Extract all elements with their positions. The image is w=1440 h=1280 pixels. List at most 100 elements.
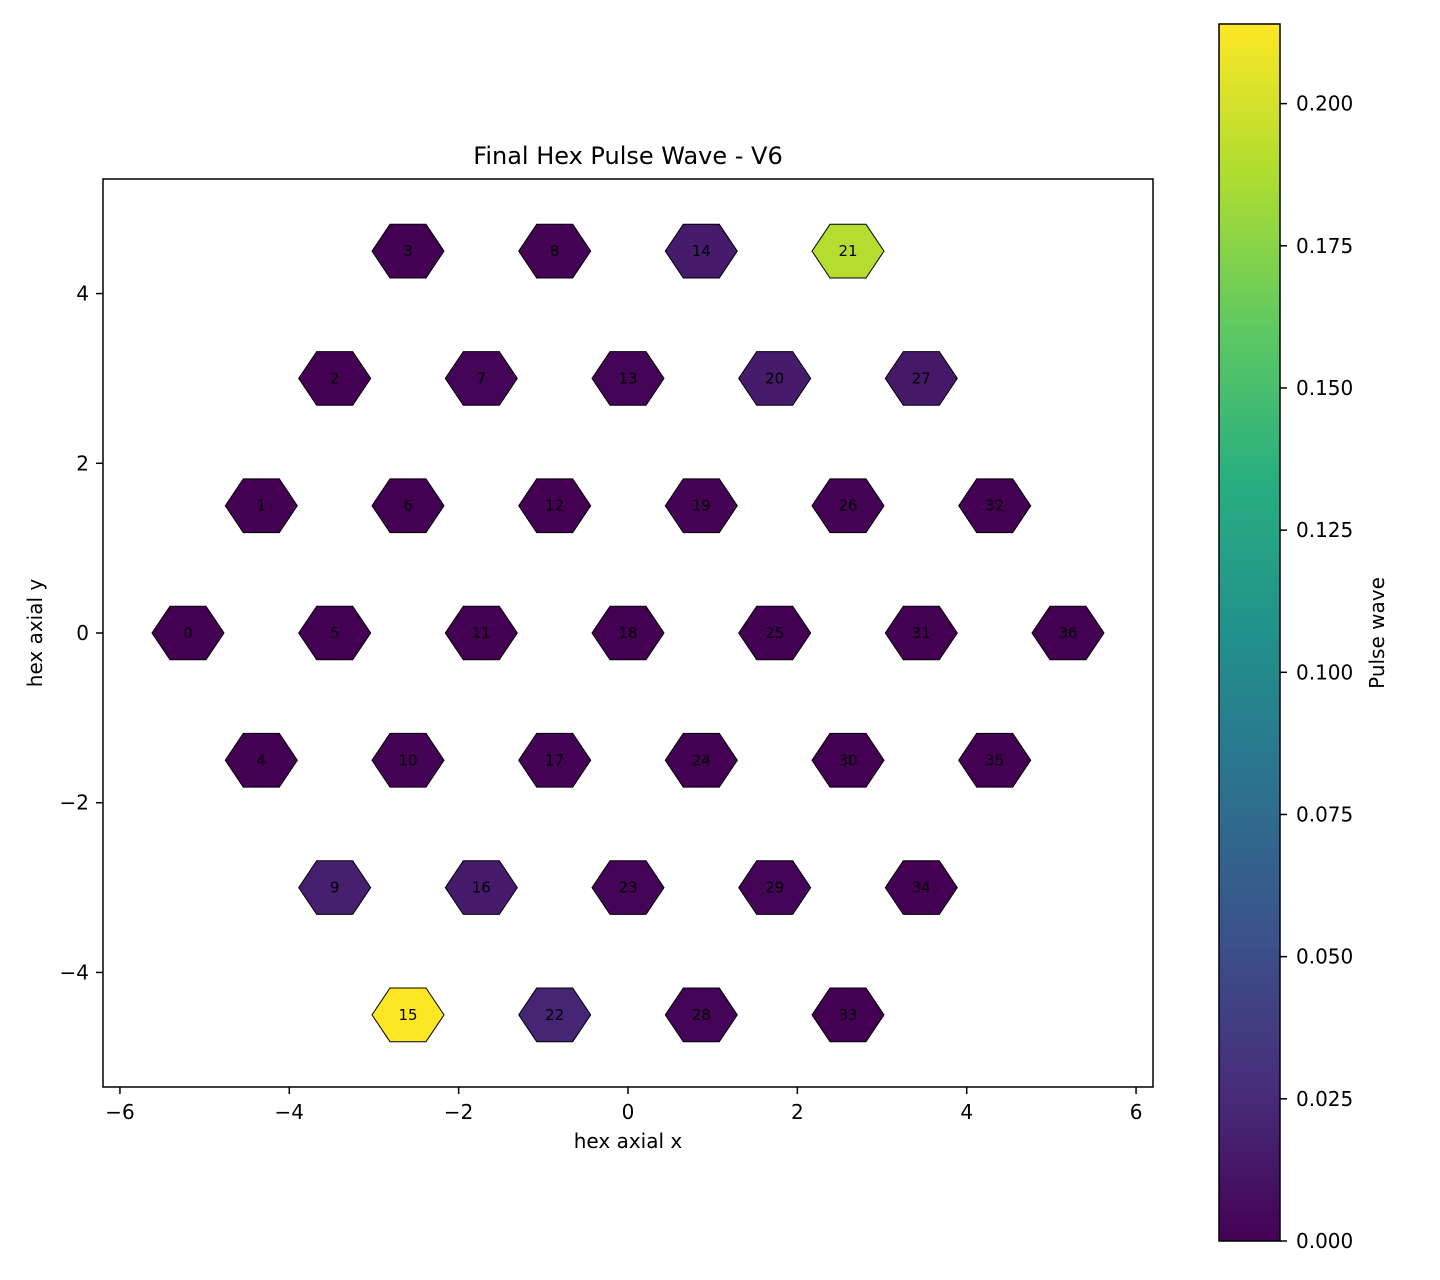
hex-cell bbox=[738, 860, 812, 915]
y-tick-label: −2 bbox=[60, 791, 89, 815]
hex-cell-label: 24 bbox=[692, 751, 711, 769]
hex-cell bbox=[811, 478, 885, 534]
hex-cell bbox=[298, 605, 372, 661]
hex-cell bbox=[664, 987, 738, 1043]
hex-cell-label: 14 bbox=[692, 242, 711, 260]
hex-cell bbox=[444, 351, 518, 406]
colorbar-tick-label: 0.100 bbox=[1296, 660, 1353, 684]
hex-cell-label: 8 bbox=[550, 242, 560, 260]
hex-cell bbox=[371, 478, 445, 534]
colorbar-tick-label: 0.125 bbox=[1296, 518, 1353, 542]
hex-cell-label: 2 bbox=[330, 369, 340, 387]
hex-cell-label: 12 bbox=[545, 497, 564, 515]
hex-cell bbox=[591, 351, 665, 406]
hex-cell bbox=[591, 860, 665, 915]
x-tick-label: −2 bbox=[444, 1100, 473, 1124]
hex-cell bbox=[664, 223, 738, 279]
hex-cell bbox=[664, 732, 738, 788]
colorbar-tick-label: 0.025 bbox=[1296, 1087, 1353, 1111]
hex-cell bbox=[518, 478, 592, 534]
hex-cell-label: 20 bbox=[765, 369, 784, 387]
colorbar-tick-label: 0.075 bbox=[1296, 802, 1353, 826]
hex-cell bbox=[591, 605, 665, 661]
x-tick-label: 6 bbox=[1130, 1100, 1143, 1124]
y-tick-label: 4 bbox=[76, 282, 89, 306]
hex-cell-label: 5 bbox=[330, 624, 340, 642]
hex-cells: 0123456789101112131415161718192021222324… bbox=[151, 223, 1105, 1043]
colorbar-tick-label: 0.050 bbox=[1296, 945, 1353, 969]
x-tick-label: 4 bbox=[960, 1100, 973, 1124]
hex-cell bbox=[371, 732, 445, 788]
hex-cell-label: 22 bbox=[545, 1006, 564, 1024]
hex-cell bbox=[811, 223, 885, 279]
y-tick-label: 2 bbox=[76, 451, 89, 475]
chart-title: Final Hex Pulse Wave - V6 bbox=[473, 142, 782, 170]
hex-cell bbox=[811, 987, 885, 1043]
hex-cell-label: 21 bbox=[838, 242, 857, 260]
hex-cell-label: 33 bbox=[838, 1006, 857, 1024]
x-axis-label: hex axial x bbox=[574, 1129, 683, 1153]
hex-cell-label: 34 bbox=[912, 879, 931, 897]
hex-cell-label: 18 bbox=[618, 624, 637, 642]
hex-cell bbox=[518, 223, 592, 279]
y-tick-label: −4 bbox=[60, 960, 89, 984]
colorbar-tick-label: 0.175 bbox=[1296, 234, 1353, 258]
colorbar-tick-label: 0.150 bbox=[1296, 376, 1353, 400]
hex-cell bbox=[298, 351, 372, 406]
hex-cell bbox=[518, 732, 592, 788]
hex-cell bbox=[298, 860, 372, 915]
hex-cell-label: 28 bbox=[692, 1006, 711, 1024]
hex-cell bbox=[884, 860, 958, 915]
hex-cell bbox=[518, 987, 592, 1043]
colorbar-ticks: 0.000 0.025 0.050 0.075 0.100 0.125 0.150 0.175… bbox=[1280, 92, 1353, 1253]
hex-cell bbox=[958, 478, 1032, 534]
hex-cell-label: 0 bbox=[183, 624, 193, 642]
hex-cell bbox=[1031, 605, 1105, 661]
hex-cell bbox=[884, 605, 958, 661]
hex-cell-label: 7 bbox=[477, 369, 487, 387]
hex-cell-label: 31 bbox=[912, 624, 931, 642]
hex-cell bbox=[811, 732, 885, 788]
hex-cell-label: 4 bbox=[257, 751, 267, 769]
hex-cell bbox=[444, 860, 518, 915]
colorbar-tick-label: 0.200 bbox=[1296, 92, 1353, 116]
hex-cell-label: 13 bbox=[618, 369, 637, 387]
hex-cell-label: 10 bbox=[398, 751, 417, 769]
hex-cell bbox=[738, 351, 812, 406]
hex-cell-label: 27 bbox=[912, 369, 931, 387]
hex-cell bbox=[371, 223, 445, 279]
hex-cell-label: 36 bbox=[1058, 624, 1077, 642]
y-axis-label: hex axial y bbox=[23, 579, 47, 688]
hex-cell bbox=[224, 478, 298, 534]
x-tick-label: 0 bbox=[622, 1100, 635, 1124]
colorbar-tick-label: 0.000 bbox=[1296, 1229, 1353, 1253]
hex-cell bbox=[224, 732, 298, 788]
hex-cell-label: 16 bbox=[472, 879, 491, 897]
x-tick-label: −4 bbox=[275, 1100, 304, 1124]
hex-cell-label: 35 bbox=[985, 751, 1004, 769]
hex-cell-label: 6 bbox=[403, 497, 413, 515]
colorbar-label: Pulse wave bbox=[1365, 577, 1389, 689]
hex-cell-label: 17 bbox=[545, 751, 564, 769]
hex-cell-label: 15 bbox=[398, 1006, 417, 1024]
hex-cell bbox=[151, 605, 225, 661]
x-tick-label: 2 bbox=[791, 1100, 804, 1124]
hex-cell bbox=[958, 732, 1032, 788]
hex-cell bbox=[371, 987, 445, 1043]
hex-cell-label: 3 bbox=[403, 242, 413, 260]
hex-cell bbox=[884, 351, 958, 406]
y-tick-label: 0 bbox=[76, 621, 89, 645]
x-tick-label: −6 bbox=[105, 1100, 134, 1124]
colorbar bbox=[1218, 23, 1281, 1242]
hex-cell-label: 32 bbox=[985, 497, 1004, 515]
hex-cell-label: 9 bbox=[330, 879, 340, 897]
hex-cell-label: 1 bbox=[257, 497, 267, 515]
hex-cell-label: 25 bbox=[765, 624, 784, 642]
hex-cell-label: 26 bbox=[838, 497, 857, 515]
hex-cell-label: 23 bbox=[618, 879, 637, 897]
hex-cell-label: 30 bbox=[838, 751, 857, 769]
hex-cell-label: 29 bbox=[765, 879, 784, 897]
hex-cell bbox=[738, 605, 812, 661]
